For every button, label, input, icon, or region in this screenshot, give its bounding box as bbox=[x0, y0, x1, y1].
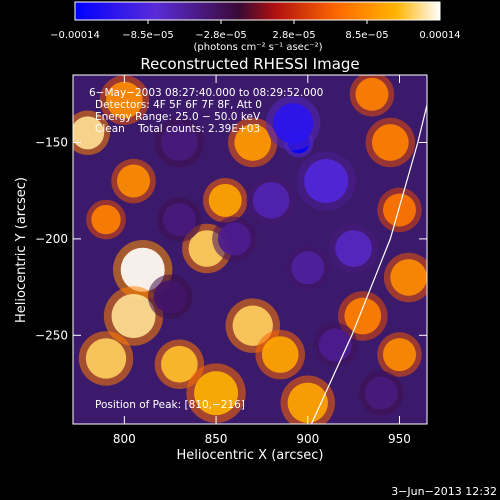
colorbar-tick-label: 2.8e−05 bbox=[272, 30, 315, 41]
heatmap-blob bbox=[85, 338, 127, 379]
footer-timestamp: 3−Jun−2013 12:32 bbox=[391, 485, 497, 498]
x-tick-label: 950 bbox=[388, 432, 411, 446]
colorbar-tick-label: −8.5e−05 bbox=[122, 30, 174, 41]
solar-limb bbox=[310, 102, 427, 424]
heatmap-blob bbox=[382, 338, 416, 372]
y-tick-label: −200 bbox=[35, 232, 68, 246]
heatmap-blob bbox=[304, 159, 349, 204]
heatmap-blob bbox=[390, 259, 427, 296]
heatmap-blob bbox=[355, 77, 389, 111]
heatmap-image bbox=[73, 75, 427, 424]
annotation-detectors: Detectors: 4F 5F 6F 7F 8F, Att 0 bbox=[95, 99, 262, 111]
heatmap-blob bbox=[291, 251, 325, 285]
heatmap-blob bbox=[261, 336, 299, 373]
y-tick-label: −250 bbox=[35, 328, 68, 342]
heatmap-blob bbox=[217, 222, 251, 256]
y-axis: −150 −200 −250 bbox=[35, 135, 427, 342]
y-tick-label: −150 bbox=[35, 135, 68, 149]
heatmap-blob bbox=[117, 164, 151, 198]
heatmap-blob bbox=[111, 294, 156, 339]
colorbar-tick-label: 0.00014 bbox=[419, 30, 460, 41]
heatmap-blob bbox=[234, 124, 272, 161]
heatmap-blob bbox=[382, 193, 416, 227]
chart-title: Reconstructed RHESSI Image bbox=[140, 55, 359, 73]
heatmap-blob bbox=[161, 124, 198, 161]
x-tick-label: 900 bbox=[296, 432, 319, 446]
heatmap-blob bbox=[272, 103, 314, 144]
plot-frame bbox=[72, 74, 428, 425]
heatmap-blob bbox=[153, 280, 187, 314]
heatmap-blob bbox=[335, 230, 372, 267]
x-tick-label: 850 bbox=[205, 432, 228, 446]
colorbar-ticks bbox=[147, 20, 368, 24]
heatmap-blob bbox=[371, 124, 409, 161]
colorbar-units: (photons cm⁻² s⁻¹ asec⁻²) bbox=[193, 42, 322, 53]
x-tick-label: 800 bbox=[113, 432, 136, 446]
heatmap-blob bbox=[194, 371, 239, 416]
colorbar bbox=[74, 1, 441, 21]
y-axis-label: Heliocentric Y (arcsec) bbox=[14, 177, 29, 323]
heatmap-blob bbox=[252, 181, 290, 219]
colorbar-tick-label: −2.8e−05 bbox=[195, 30, 247, 41]
annotation-time: 6−May−2003 08:27:40.000 to 08:29:52.000 bbox=[89, 87, 323, 99]
heatmap-blob bbox=[364, 376, 398, 410]
heatmap-blob bbox=[208, 183, 242, 217]
heatmap-blob bbox=[232, 305, 273, 346]
heatmap-blob bbox=[73, 116, 105, 150]
limb-line bbox=[310, 102, 427, 424]
colorbar-tick-label: 8.5e−05 bbox=[345, 30, 388, 41]
annotation-energy: Energy Range: 25.0 − 50.0 keV bbox=[95, 111, 261, 123]
annotation-clean: Clean Total counts: 2.39E+03 bbox=[95, 123, 260, 135]
colorbar-tick-label: −0.00014 bbox=[50, 30, 100, 41]
x-axis-label: Heliocentric X (arcsec) bbox=[177, 448, 324, 463]
heatmap-blob bbox=[287, 382, 328, 423]
heatmap-blob bbox=[120, 247, 165, 292]
heatmap-blob bbox=[106, 81, 143, 119]
heatmap-blob bbox=[161, 345, 198, 383]
annotation-peak: Position of Peak: [810,−216] bbox=[95, 399, 245, 411]
heatmap-blob bbox=[344, 297, 382, 335]
x-axis: 800 850 900 950 bbox=[113, 75, 411, 446]
heatmap-blob bbox=[91, 204, 121, 235]
heatmap-blob bbox=[162, 203, 196, 237]
